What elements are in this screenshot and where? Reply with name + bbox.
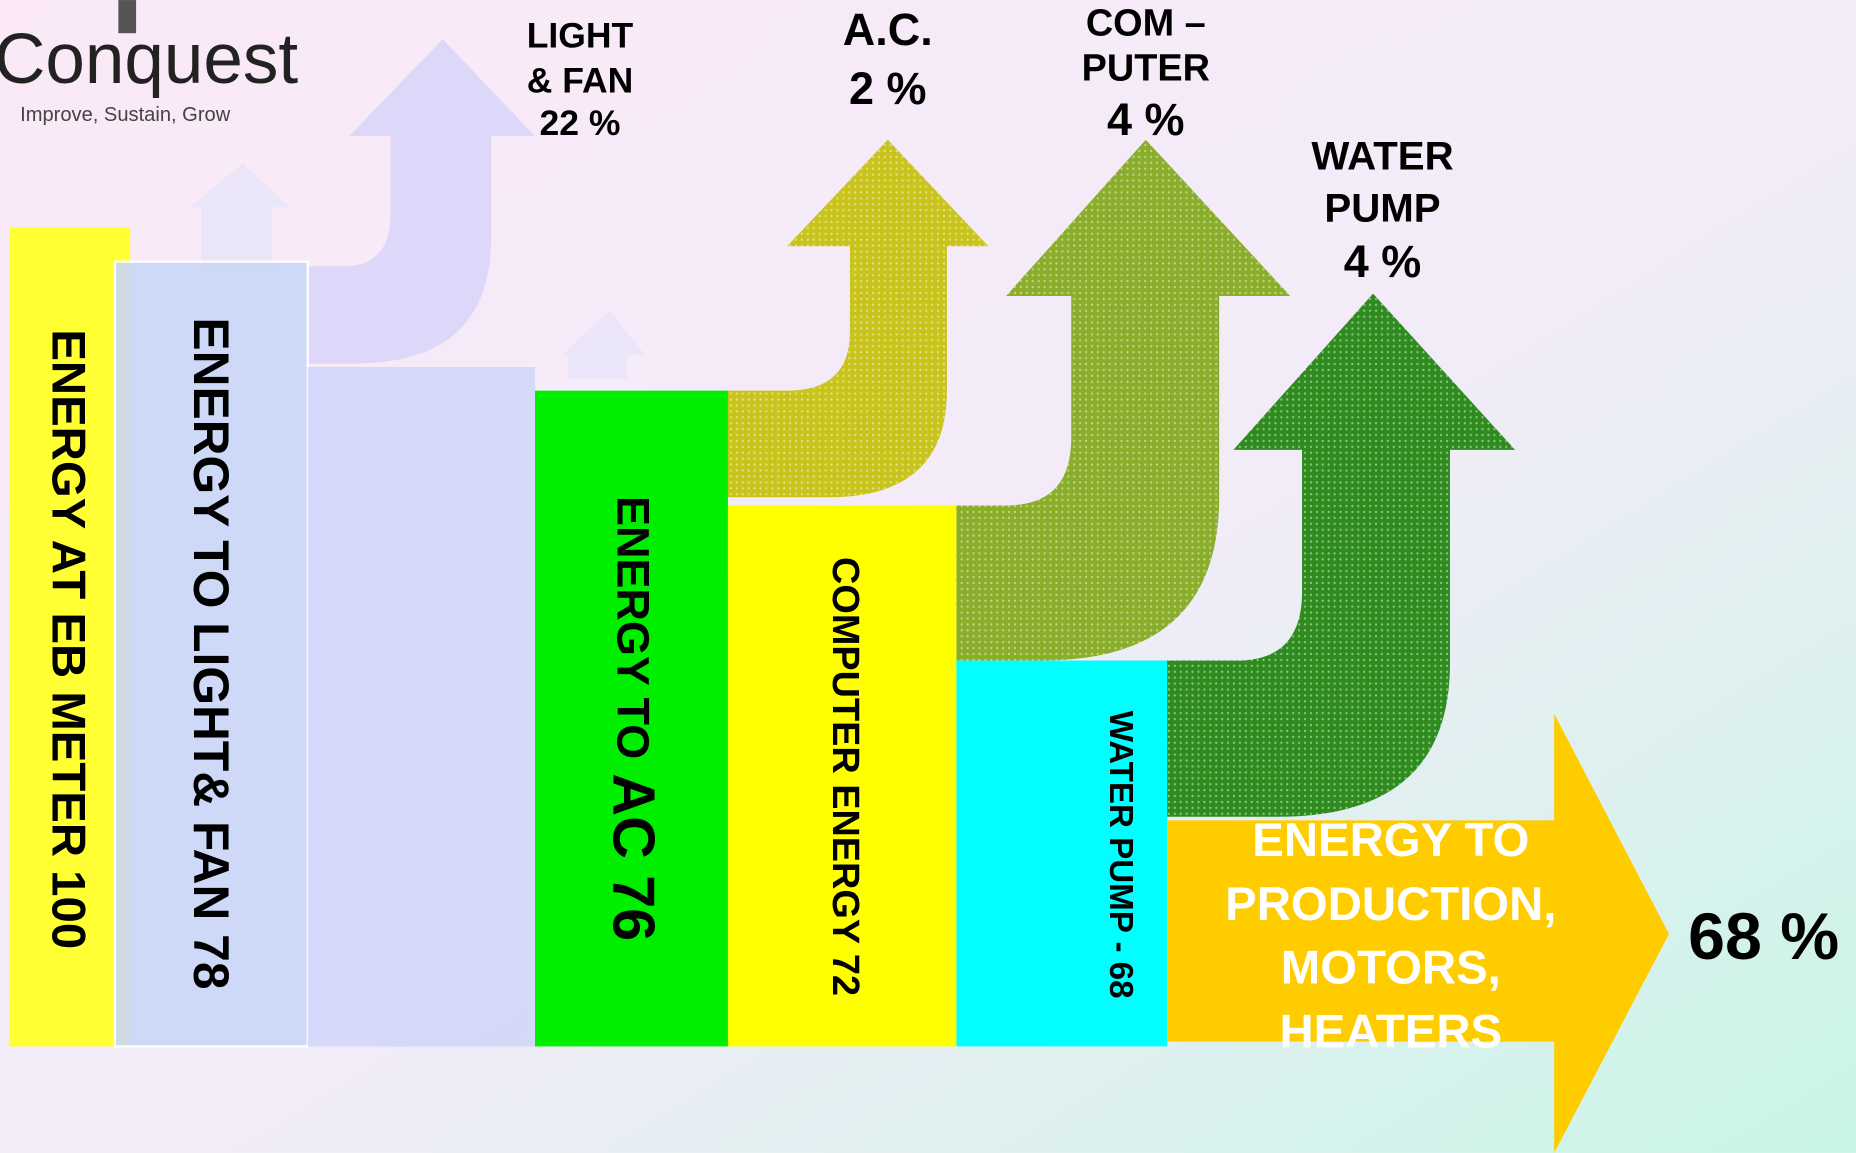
block-label: ENERGY AT EB METER 100 bbox=[42, 329, 95, 949]
faint-arrow bbox=[562, 310, 646, 379]
output-arrow bbox=[1167, 713, 1669, 1153]
output-label: ENERGY TO PRODUCTION, MOTORS, HEATERS bbox=[1225, 814, 1556, 1059]
loss-label-line: & FAN bbox=[527, 60, 634, 100]
loss-arrow-texture bbox=[956, 139, 1291, 661]
block-label: WATER PUMP - 68 bbox=[1102, 711, 1139, 999]
block-label: COMPUTER ENERGY 72 bbox=[824, 557, 866, 996]
loss-label-line: 4 % bbox=[1107, 94, 1185, 145]
loss-label-line: LIGHT bbox=[527, 15, 634, 55]
block bbox=[535, 390, 728, 1047]
loss-label-line: 22 % bbox=[540, 103, 621, 143]
loss-label-line: COM – bbox=[1086, 3, 1206, 45]
output-percent: 68 % bbox=[1688, 900, 1839, 974]
block bbox=[727, 505, 957, 1047]
loss-label-line: 2 % bbox=[849, 63, 926, 114]
loss-arrow-texture bbox=[727, 139, 989, 498]
loss-label-line: PUTER bbox=[1082, 48, 1210, 90]
loss-label: LIGHT & FAN 22 % A.C. 2 % COM – PUTER 4 … bbox=[527, 3, 1454, 287]
block bbox=[113, 260, 309, 1048]
block bbox=[956, 660, 1168, 1047]
block-label: ENERGY TO LIGHT& FAN 78 bbox=[183, 317, 239, 989]
output-label-line: MOTORS, bbox=[1281, 942, 1501, 995]
block bbox=[307, 366, 536, 1047]
output-label-line: HEATERS bbox=[1279, 1006, 1502, 1059]
loss-arrow bbox=[307, 39, 536, 364]
block-label-part: AC 76 bbox=[601, 773, 668, 941]
block-label-part: ENERGY TO bbox=[608, 496, 659, 759]
faint-arrow bbox=[189, 163, 290, 267]
output-label-line: PRODUCTION, bbox=[1225, 878, 1556, 931]
logo-title: Conquest bbox=[0, 20, 298, 99]
loss-label-line: A.C. bbox=[843, 4, 933, 55]
loss-label-line: PUMP bbox=[1324, 185, 1440, 230]
logo-tagline: Improve, Sustain, Grow bbox=[20, 104, 231, 126]
block bbox=[9, 227, 131, 1047]
loss-label-line: WATER bbox=[1311, 133, 1453, 178]
output-label-line: ENERGY TO bbox=[1252, 814, 1529, 867]
loss-label-line: 4 % bbox=[1344, 236, 1422, 287]
logo-mark bbox=[118, 0, 137, 34]
loss-arrow-texture bbox=[1167, 293, 1516, 817]
block-label: ENERGY TO AC 76 bbox=[601, 496, 668, 941]
